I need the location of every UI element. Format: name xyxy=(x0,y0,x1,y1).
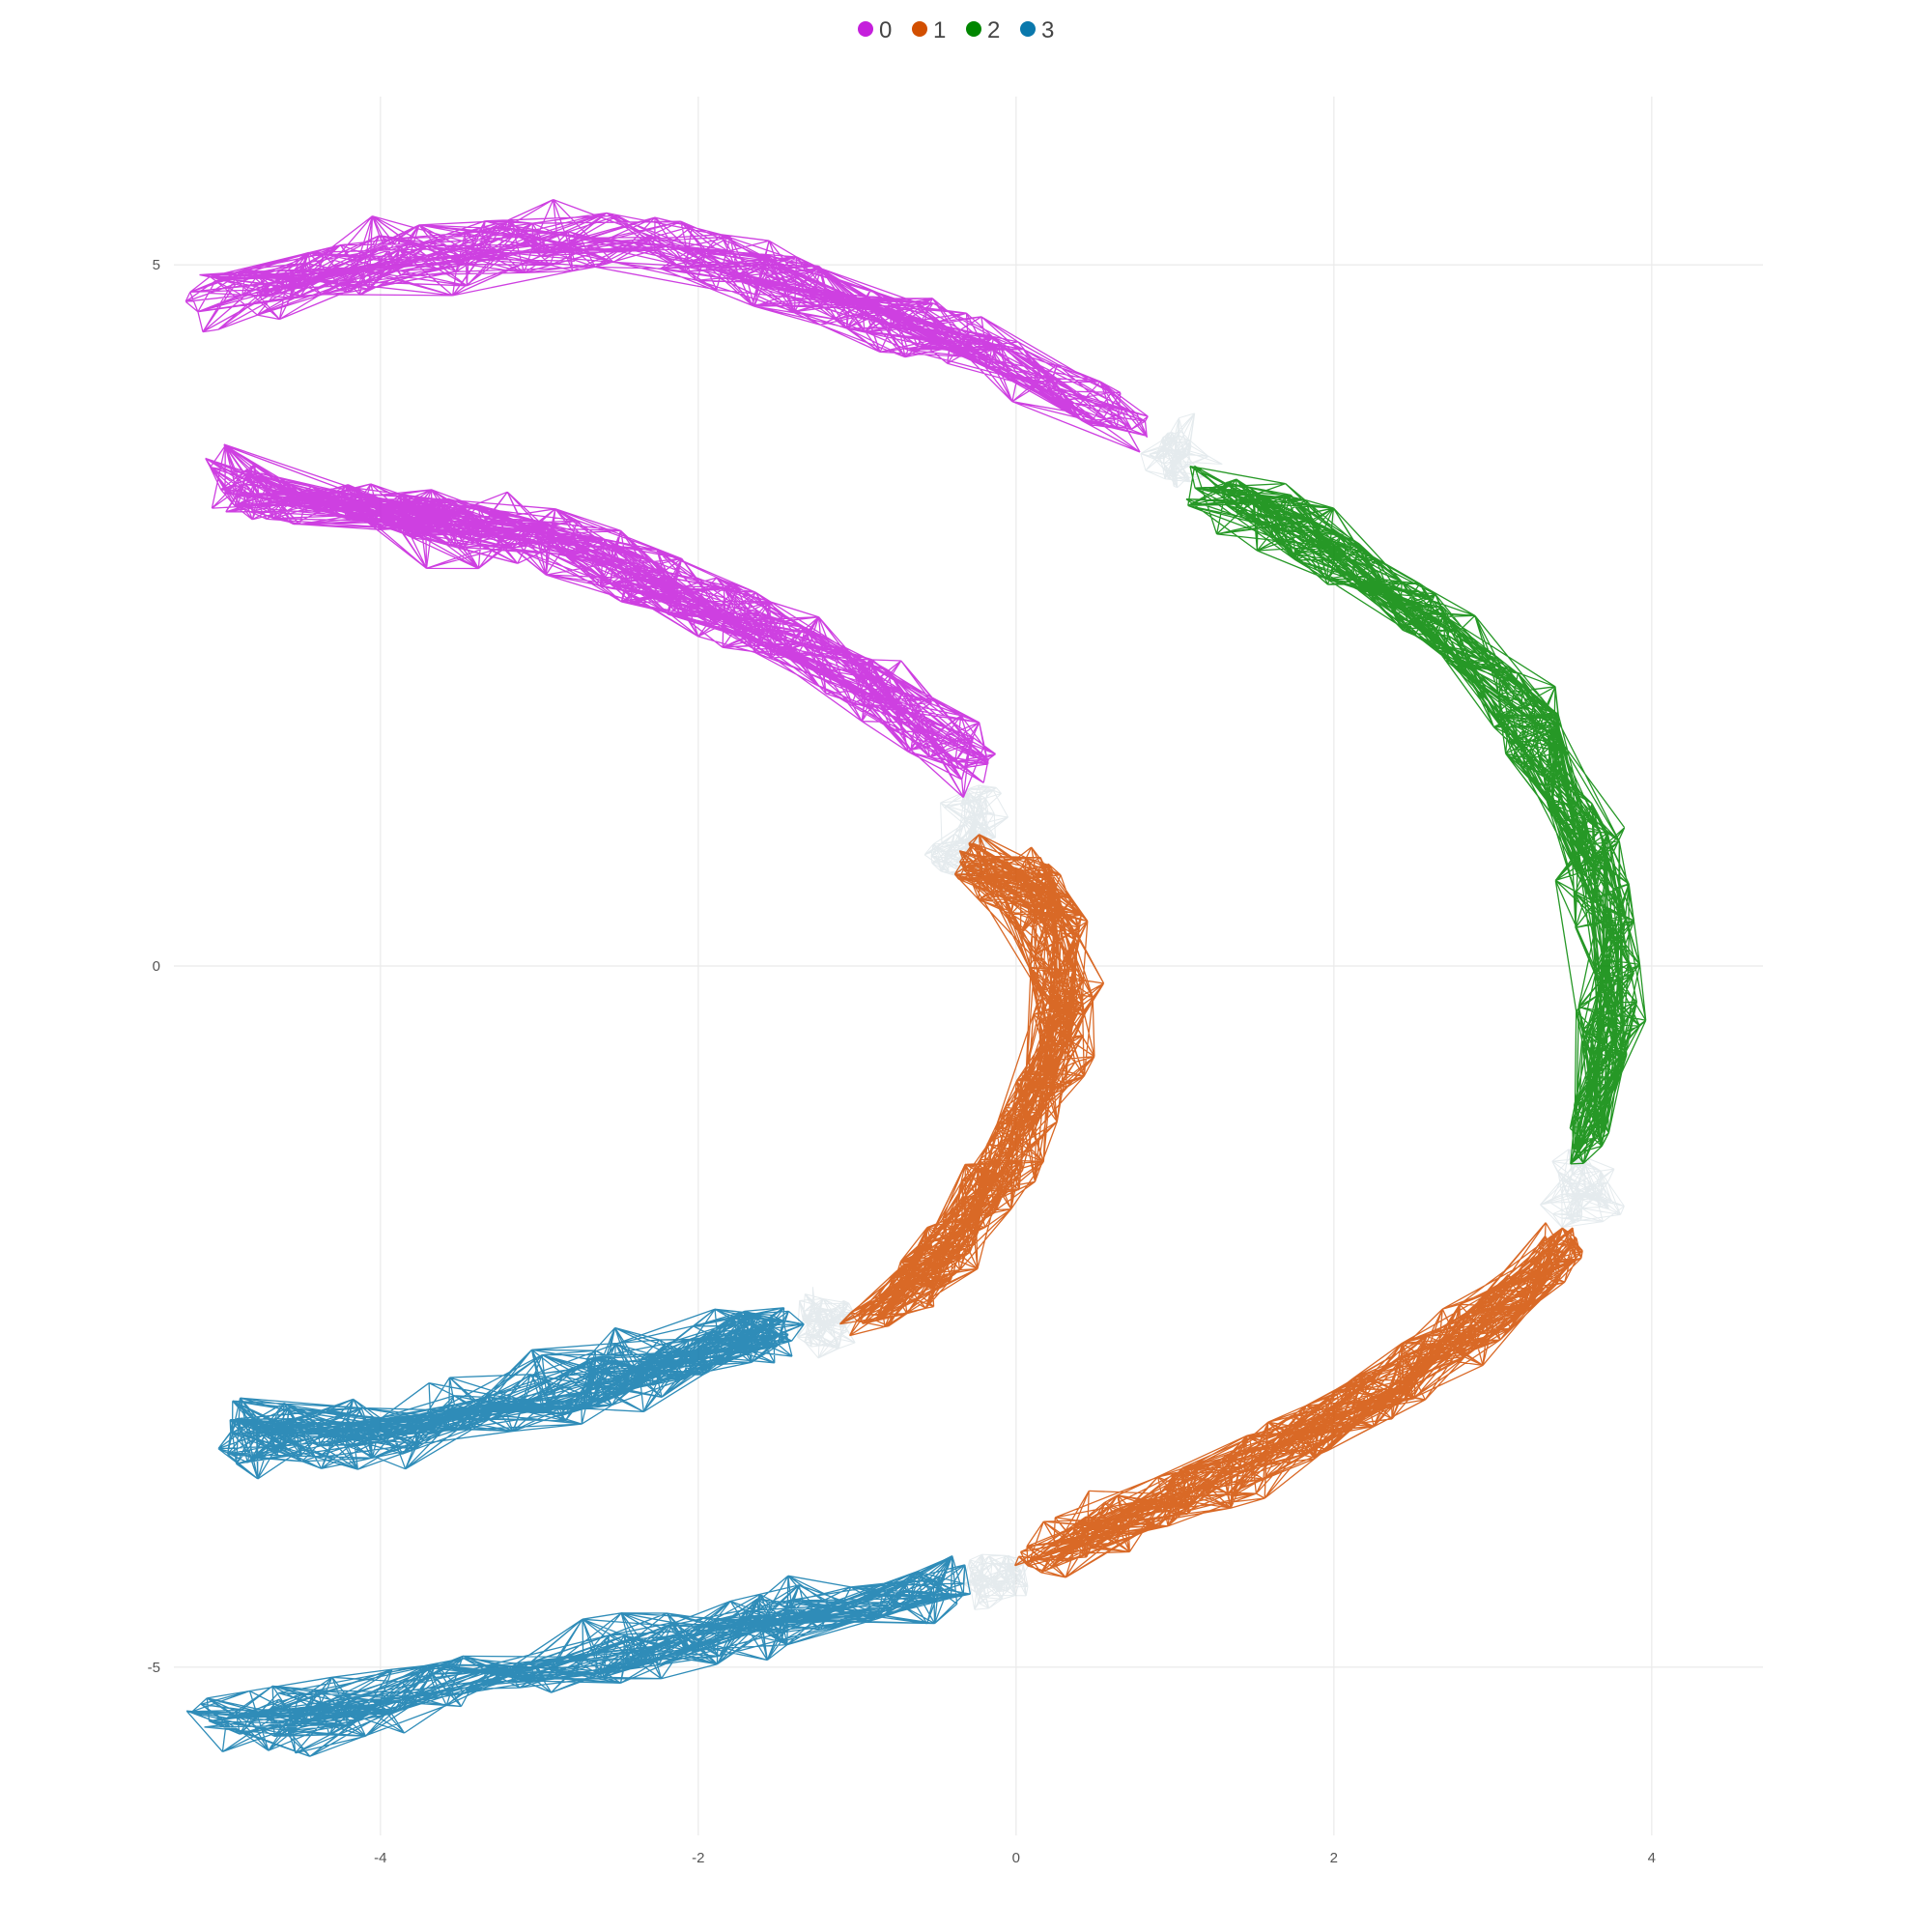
bridge-edges xyxy=(1140,412,1223,489)
y-tick-label: -5 xyxy=(148,1660,160,1676)
legend-label-3: 3 xyxy=(1041,17,1054,43)
axis-tick-labels: -4 -2 0 2 4 -5 0 5 xyxy=(148,257,1656,1866)
inter-cluster-edges xyxy=(797,412,1625,1610)
x-tick-label: -2 xyxy=(692,1850,704,1866)
x-tick-label: -4 xyxy=(374,1850,386,1866)
cluster-0-edges xyxy=(185,198,1149,453)
legend-key-1 xyxy=(912,21,927,37)
x-tick-label: 2 xyxy=(1330,1850,1338,1866)
cluster-1-edges xyxy=(838,834,1105,1337)
bridge-edges xyxy=(923,784,1009,884)
bridge-edges xyxy=(797,1287,856,1359)
bridge-edges xyxy=(963,1553,1032,1610)
cluster-2-edges xyxy=(1185,465,1647,1165)
cluster-0-edges xyxy=(205,443,996,798)
legend-label-0: 0 xyxy=(879,17,892,43)
x-tick-label: 0 xyxy=(1012,1850,1020,1866)
legend-label-1: 1 xyxy=(933,17,946,43)
cluster-3-edges xyxy=(185,1555,972,1757)
legend-key-0 xyxy=(858,21,873,37)
y-tick-label: 5 xyxy=(153,257,160,273)
y-tick-label: 0 xyxy=(153,958,160,975)
legend: 0 1 2 3 xyxy=(858,17,1054,43)
legend-key-3 xyxy=(1020,21,1036,37)
legend-label-2: 2 xyxy=(987,17,1000,43)
cluster-edges xyxy=(185,198,1647,1757)
x-tick-label: 4 xyxy=(1648,1850,1656,1866)
cluster-1-edges xyxy=(1014,1222,1583,1578)
legend-key-2 xyxy=(966,21,981,37)
cluster-3-edges xyxy=(217,1307,805,1480)
